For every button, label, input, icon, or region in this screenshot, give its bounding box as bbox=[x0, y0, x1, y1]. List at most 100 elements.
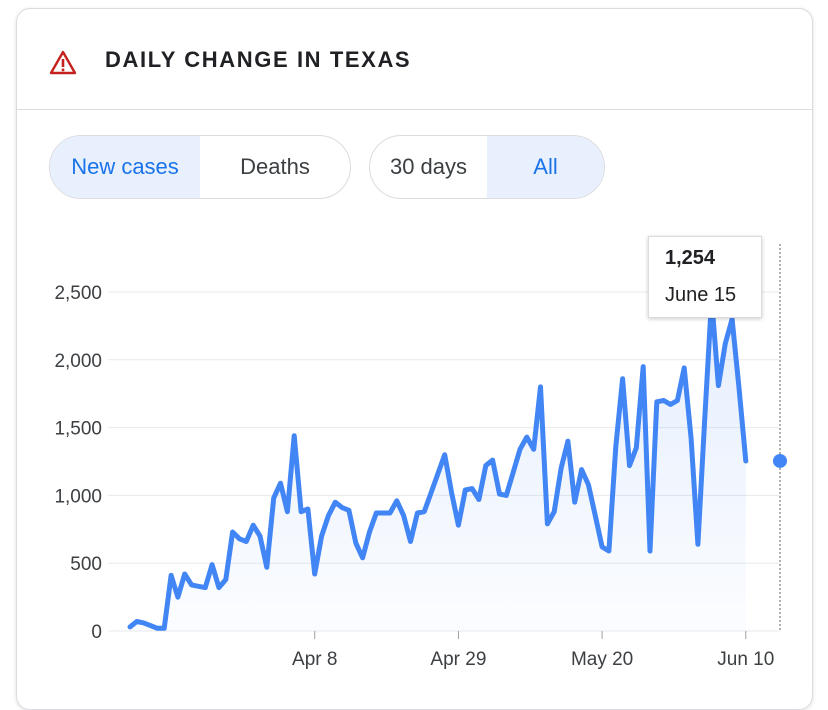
deaths-button[interactable]: Deaths bbox=[240, 154, 310, 179]
data-point[interactable] bbox=[503, 492, 509, 498]
data-point[interactable] bbox=[449, 490, 455, 496]
data-point[interactable] bbox=[558, 465, 564, 471]
data-point[interactable] bbox=[380, 510, 386, 516]
data-point[interactable] bbox=[250, 522, 256, 528]
new-cases-button[interactable]: New cases bbox=[50, 136, 200, 198]
data-point[interactable] bbox=[291, 433, 297, 439]
data-point[interactable] bbox=[462, 487, 468, 493]
data-point[interactable] bbox=[195, 583, 201, 589]
data-point[interactable] bbox=[551, 509, 557, 515]
data-point[interactable] bbox=[230, 529, 236, 535]
data-point[interactable] bbox=[442, 452, 448, 458]
data-point[interactable] bbox=[722, 341, 728, 347]
data-point[interactable] bbox=[531, 446, 537, 452]
data-point[interactable] bbox=[517, 446, 523, 452]
data-point[interactable] bbox=[592, 513, 598, 519]
data-point[interactable] bbox=[620, 376, 626, 382]
data-point[interactable] bbox=[688, 435, 694, 441]
data-point[interactable] bbox=[346, 507, 352, 513]
data-point[interactable] bbox=[360, 555, 366, 561]
data-point[interactable] bbox=[455, 522, 461, 528]
y-tick-label: 2,000 bbox=[54, 351, 102, 372]
30-days-button[interactable]: 30 days bbox=[389, 154, 468, 179]
metric-toggle: New cases Deaths bbox=[49, 135, 351, 199]
data-point[interactable] bbox=[237, 536, 243, 542]
data-point[interactable] bbox=[640, 364, 646, 370]
data-point[interactable] bbox=[421, 509, 427, 515]
data-point[interactable] bbox=[469, 486, 475, 492]
data-point[interactable] bbox=[209, 562, 215, 568]
data-point[interactable] bbox=[257, 533, 263, 539]
data-point[interactable] bbox=[414, 510, 420, 516]
data-point[interactable] bbox=[743, 458, 749, 464]
data-point[interactable] bbox=[168, 572, 174, 578]
data-point[interactable] bbox=[695, 541, 701, 547]
data-point[interactable] bbox=[668, 402, 674, 408]
data-point[interactable] bbox=[428, 490, 434, 496]
data-point[interactable] bbox=[401, 513, 407, 519]
data-point[interactable] bbox=[627, 463, 633, 469]
data-point[interactable] bbox=[243, 539, 249, 545]
data-point[interactable] bbox=[736, 384, 742, 390]
data-point[interactable] bbox=[298, 509, 304, 515]
data-point[interactable] bbox=[483, 463, 489, 469]
data-point[interactable] bbox=[141, 620, 147, 626]
data-point[interactable] bbox=[182, 571, 188, 577]
data-point[interactable] bbox=[305, 506, 311, 512]
data-point[interactable] bbox=[408, 539, 414, 545]
data-point[interactable] bbox=[161, 625, 167, 631]
data-point[interactable] bbox=[510, 469, 516, 475]
data-point[interactable] bbox=[654, 399, 660, 405]
data-point[interactable] bbox=[674, 398, 680, 404]
data-point[interactable] bbox=[319, 533, 325, 539]
data-point[interactable] bbox=[264, 564, 270, 570]
data-point[interactable] bbox=[606, 548, 612, 554]
data-point[interactable] bbox=[127, 624, 133, 630]
data-point[interactable] bbox=[373, 510, 379, 516]
cases-line bbox=[127, 296, 749, 631]
data-point[interactable] bbox=[715, 383, 721, 389]
data-point[interactable] bbox=[325, 513, 331, 519]
data-point[interactable] bbox=[572, 499, 578, 505]
warning-icon bbox=[49, 50, 77, 75]
data-point[interactable] bbox=[647, 548, 653, 554]
data-point[interactable] bbox=[339, 505, 345, 511]
data-point[interactable] bbox=[353, 540, 359, 546]
data-point[interactable] bbox=[202, 585, 208, 591]
data-point[interactable] bbox=[497, 491, 503, 497]
data-point[interactable] bbox=[435, 471, 441, 477]
highlight-point[interactable] bbox=[773, 453, 787, 468]
data-point[interactable] bbox=[681, 365, 687, 371]
data-point[interactable] bbox=[387, 510, 393, 516]
data-point[interactable] bbox=[134, 619, 140, 625]
cases-chart[interactable]: 0 500 1,000 1,500 2,000 2,500 Apr 8 Apr 29 May … bbox=[0, 0, 828, 688]
data-point[interactable] bbox=[394, 498, 400, 504]
data-point[interactable] bbox=[565, 438, 571, 444]
data-point[interactable] bbox=[613, 444, 619, 450]
data-point[interactable] bbox=[284, 509, 290, 515]
all-button[interactable]: All bbox=[487, 136, 604, 198]
data-point[interactable] bbox=[585, 482, 591, 488]
data-point[interactable] bbox=[189, 582, 195, 588]
data-point[interactable] bbox=[175, 594, 181, 600]
data-point[interactable] bbox=[579, 467, 585, 473]
data-point[interactable] bbox=[148, 623, 154, 629]
y-tick-label: 500 bbox=[70, 554, 102, 575]
data-point[interactable] bbox=[524, 434, 530, 440]
data-point[interactable] bbox=[538, 384, 544, 390]
data-point[interactable] bbox=[599, 544, 605, 550]
data-point[interactable] bbox=[332, 499, 338, 505]
data-point[interactable] bbox=[216, 585, 222, 591]
data-point[interactable] bbox=[271, 495, 277, 501]
data-point[interactable] bbox=[223, 577, 229, 583]
data-point[interactable] bbox=[476, 497, 482, 503]
data-point[interactable] bbox=[544, 521, 550, 527]
data-point[interactable] bbox=[154, 625, 160, 631]
data-point[interactable] bbox=[312, 571, 318, 577]
data-point[interactable] bbox=[702, 417, 708, 423]
data-point[interactable] bbox=[661, 398, 667, 404]
data-point[interactable] bbox=[278, 480, 284, 486]
data-point[interactable] bbox=[633, 445, 639, 451]
data-point[interactable] bbox=[367, 529, 373, 535]
data-point[interactable] bbox=[490, 457, 496, 463]
